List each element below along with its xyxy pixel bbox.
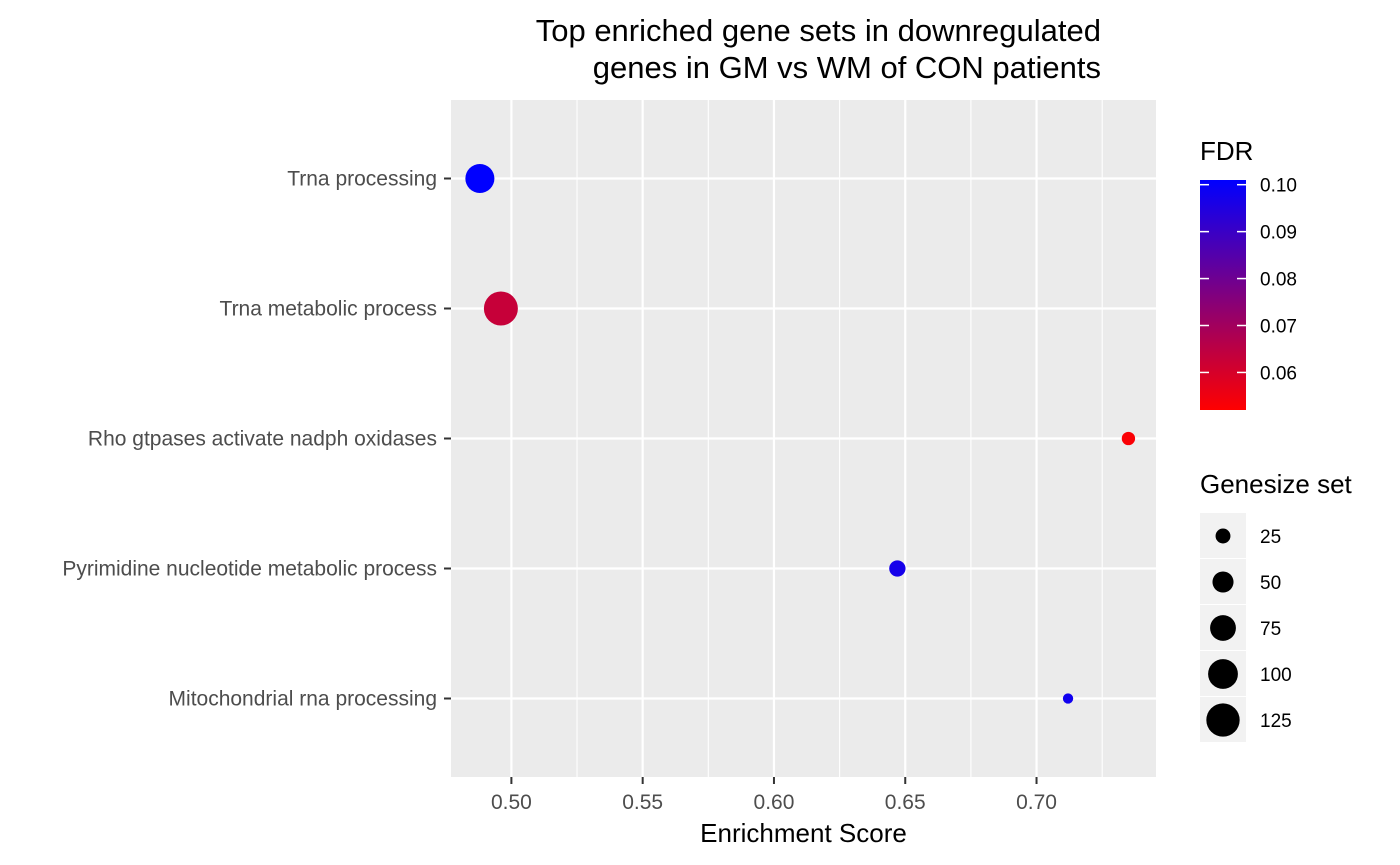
data-point [889, 560, 906, 577]
size-legend-label: 25 [1260, 527, 1281, 548]
y-tick-label: Rho gtpases activate nadph oxidases [88, 428, 437, 451]
fdr-colorbar [1200, 180, 1246, 410]
genesize-size-legend: Genesize set 25 50 75 100 125 [1200, 469, 1353, 742]
x-tick-label: 0.70 [1016, 791, 1057, 814]
colorbar-tick-label: 0.06 [1260, 363, 1297, 384]
colorbar-tick-label: 0.10 [1260, 176, 1297, 197]
size-legend-label: 50 [1260, 573, 1281, 594]
data-point [483, 291, 518, 326]
colorbar-tick-label: 0.08 [1260, 270, 1297, 291]
x-tick-label: 0.55 [622, 791, 663, 814]
y-axis: Trna processing Trna metabolic process Rho… [62, 168, 451, 711]
data-point [465, 163, 495, 194]
x-axis: 0.50 0.55 0.60 0.65 0.70 [491, 777, 1057, 814]
size-legend-dot [1206, 703, 1240, 737]
size-legend-dot [1212, 571, 1234, 593]
y-tick-label: Trna processing [287, 168, 437, 191]
fdr-colorbar-ticks: 0.06 0.07 0.08 0.09 0.10 [1200, 176, 1297, 384]
colorbar-tick-label: 0.09 [1260, 223, 1297, 244]
fdr-color-legend: FDR 0.06 0.07 0.08 0.09 0.10 [1200, 136, 1297, 410]
genesize-legend-keys: 25 50 75 100 125 [1200, 513, 1292, 742]
colorbar-tick-label: 0.07 [1260, 317, 1297, 338]
data-point [1062, 693, 1074, 704]
size-legend-label: 75 [1260, 619, 1281, 640]
y-tick-label: Pyrimidine nucleotide metabolic process [62, 558, 437, 581]
x-axis-title: Enrichment Score [700, 818, 907, 848]
chart-title-line-1: Top enriched gene sets in downregulated [536, 13, 1101, 48]
size-legend-label: 100 [1260, 665, 1292, 686]
data-points [465, 163, 1136, 704]
grid-lines [451, 100, 1156, 777]
chart-title: Top enriched gene sets in downregulated … [536, 13, 1101, 85]
size-legend-dot [1215, 528, 1231, 544]
fdr-legend-title: FDR [1200, 136, 1253, 166]
x-tick-label: 0.50 [491, 791, 532, 814]
size-legend-dot [1208, 659, 1238, 689]
data-point [1121, 431, 1136, 446]
size-legend-label: 125 [1260, 711, 1292, 732]
genesize-legend-title: Genesize set [1200, 469, 1353, 499]
x-tick-label: 0.60 [754, 791, 795, 814]
size-legend-dot [1210, 615, 1236, 641]
chart-title-line-2: genes in GM vs WM of CON patients [593, 50, 1101, 85]
y-tick-label: Trna metabolic process [220, 298, 437, 321]
x-tick-label: 0.65 [885, 791, 926, 814]
y-tick-label: Mitochondrial rna processing [169, 688, 437, 711]
